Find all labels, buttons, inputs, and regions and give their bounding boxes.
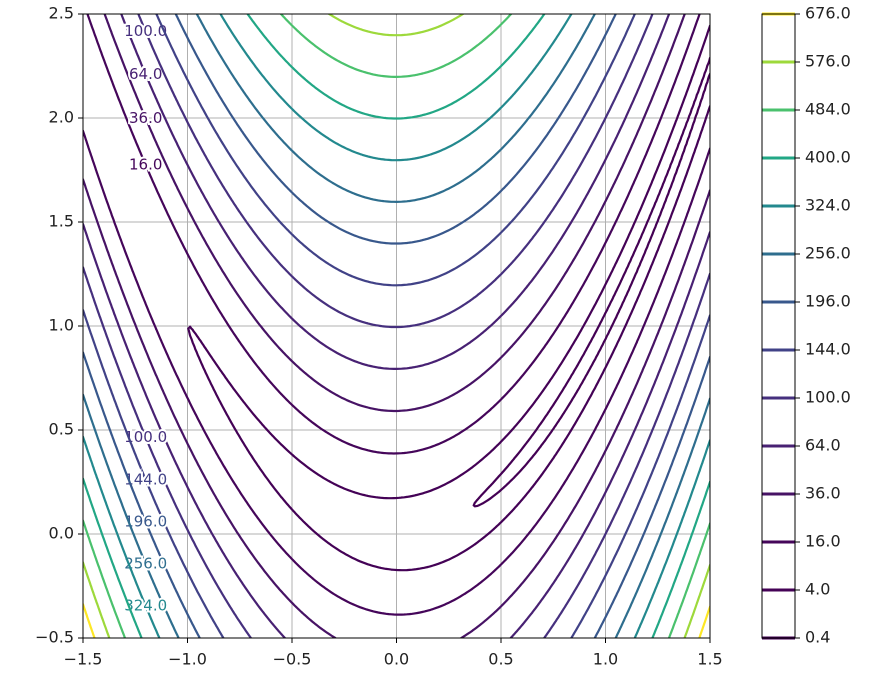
contour-label: 144.0 [124,470,167,488]
y-tick-label: −0.5 [35,628,74,647]
colorbar-label: 484.0 [805,100,851,119]
colorbar-frame [761,13,796,639]
contour-line [83,14,710,638]
contour-line [83,14,710,638]
colorbar-label: 144.0 [805,340,851,359]
contour-label: 100.0 [124,428,167,446]
contour-label: 16.0 [129,155,162,173]
colorbar-label: 400.0 [805,148,851,167]
y-tick-label: 0.5 [49,420,74,439]
colorbar-label: 196.0 [805,292,851,311]
x-tick-label: 0.0 [384,650,409,669]
colorbar-label: 64.0 [805,436,841,455]
contour-line [83,14,710,638]
contour-label: 324.0 [124,597,167,615]
plot-frame [82,13,711,639]
colorbar-label: 0.4 [805,628,830,647]
contour-line [83,14,710,616]
y-tick-label: 1.0 [49,316,74,335]
contour-line [472,56,710,508]
contour-line [83,603,710,638]
colorbar-label: 4.0 [805,580,830,599]
colorbar-label: 676.0 [805,4,851,23]
x-tick-label: 0.5 [488,650,513,669]
contour-line [83,14,710,638]
contour-line [83,14,710,638]
contour-label: 64.0 [129,65,162,83]
x-tick-label: 1.5 [697,650,722,669]
contours: 16.0 36.0 64.0 100.0 100.0 144.0 196.0 256.0 324… [83,14,710,638]
contour-label: 100.0 [124,22,167,40]
contour-line [83,14,710,638]
contour-line [83,14,710,638]
y-tick-label: 1.5 [49,212,74,231]
x-tick-label: −1.5 [64,650,103,669]
colorbar-label: 16.0 [805,532,841,551]
contour-label: 196.0 [124,513,167,531]
y-tick-label: 0.0 [49,524,74,543]
colorbar-label: 36.0 [805,484,841,503]
contour-label: 36.0 [129,109,162,127]
x-tick-label: −0.5 [273,650,312,669]
colorbar-label: 576.0 [805,52,851,71]
colorbar-label: 324.0 [805,196,851,215]
colorbar-label: 256.0 [805,244,851,263]
y-tick-label: 2.5 [49,4,74,23]
y-tick-label: 2.0 [49,108,74,127]
contour-line [83,14,710,638]
colorbar-bg [762,14,795,638]
contour-line [187,24,710,572]
x-tick-label: 1.0 [593,650,618,669]
colorbar-label: 100.0 [805,388,851,407]
x-tick-label: −1.0 [168,650,207,669]
contour-label: 256.0 [124,555,167,573]
contour-line [83,14,710,638]
contour-line [83,14,710,638]
